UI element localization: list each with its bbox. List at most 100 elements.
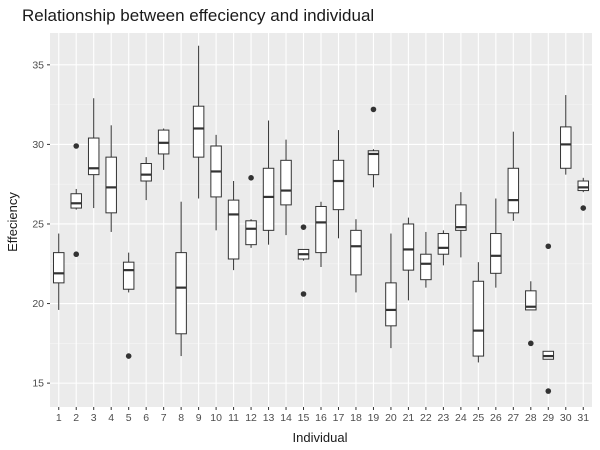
x-tick-label: 2 — [73, 412, 79, 424]
box-group — [245, 175, 257, 248]
box — [367, 150, 380, 176]
box-group — [87, 98, 100, 209]
box-group — [157, 128, 170, 170]
x-tick-label: 11 — [228, 412, 239, 424]
x-tick-label: 12 — [245, 412, 257, 424]
box-group — [297, 224, 310, 297]
box-group — [560, 95, 572, 175]
x-tick-label: 18 — [350, 412, 362, 424]
x-tick-label: 15 — [298, 412, 310, 424]
box — [472, 280, 485, 357]
box-group — [280, 139, 292, 236]
box — [315, 205, 327, 254]
box-group — [472, 262, 485, 363]
box — [402, 223, 415, 271]
x-tick-label: 20 — [385, 412, 397, 424]
x-tick-label: 14 — [280, 412, 292, 424]
box-group — [210, 134, 222, 231]
box-group — [122, 252, 135, 359]
x-tick-label: 31 — [577, 412, 589, 424]
box-group — [507, 131, 520, 221]
outlier-point — [580, 205, 587, 211]
box-group — [262, 120, 275, 245]
outlier-point — [300, 291, 307, 297]
box-group — [140, 157, 152, 201]
x-tick-label: 10 — [210, 412, 222, 424]
outlier-point — [73, 143, 80, 149]
outlier-point — [73, 251, 80, 258]
x-tick-label: 22 — [420, 412, 432, 424]
x-tick-label: 9 — [196, 412, 202, 424]
x-tick-label: 19 — [368, 412, 380, 424]
box — [385, 282, 397, 327]
y-tick-label: 15 — [32, 378, 44, 390]
boxes-layer — [52, 45, 590, 394]
x-tick-label: 16 — [315, 412, 327, 424]
box — [280, 159, 292, 206]
box-group — [420, 231, 432, 288]
box-group — [70, 143, 82, 258]
box — [140, 163, 152, 182]
box — [437, 233, 450, 255]
box-group — [490, 198, 502, 288]
y-tick-label: 20 — [32, 298, 44, 310]
y-axis: 15 20 25 30 35 — [32, 59, 50, 390]
x-tick-label: 30 — [560, 412, 572, 424]
box — [175, 252, 187, 335]
chart-title: Relationship between effeciency and indi… — [22, 6, 374, 25]
x-tick-label: 3 — [91, 412, 97, 424]
x-tick-label: 26 — [490, 412, 502, 424]
x-tick-label: 4 — [108, 412, 114, 424]
box — [192, 105, 205, 158]
box — [122, 261, 135, 290]
x-tick-label: 28 — [525, 412, 537, 424]
box — [560, 126, 572, 169]
box — [227, 199, 240, 260]
box-group — [542, 243, 555, 394]
box-group — [367, 106, 380, 188]
y-tick-label: 30 — [32, 139, 44, 151]
box-group — [52, 233, 65, 310]
box — [52, 252, 65, 284]
y-tick-label: 35 — [32, 59, 44, 71]
box-group — [455, 192, 467, 258]
box-group — [350, 219, 362, 293]
x-tick-label: 5 — [126, 412, 132, 424]
outlier-point — [248, 175, 254, 181]
box — [70, 193, 82, 209]
x-tick-label: 6 — [143, 412, 149, 424]
x-tick-label: 24 — [455, 412, 467, 424]
box — [332, 159, 345, 211]
box-group — [192, 45, 205, 199]
box — [245, 220, 257, 246]
box-group — [525, 281, 537, 347]
box — [577, 180, 590, 192]
y-axis-title: Effeciency — [5, 192, 20, 252]
x-tick-label: 27 — [507, 412, 519, 424]
x-tick-label: 23 — [438, 412, 450, 424]
x-tick-label: 1 — [56, 412, 62, 424]
y-tick-label: 25 — [32, 218, 44, 230]
box-group — [577, 177, 590, 211]
outlier-point — [545, 243, 552, 250]
box-group — [402, 217, 415, 301]
outlier-point — [528, 340, 534, 347]
outlier-point — [300, 224, 307, 230]
box-group — [437, 230, 450, 266]
x-tick-label: 29 — [542, 412, 554, 424]
outlier-point — [545, 388, 552, 394]
x-tick-label: 25 — [473, 412, 485, 424]
x-axis: 1 2 3 4 5 6 7 8 9 10 11 12 13 14 15 16 17 18 19 20 21 22 23 24 2… — [56, 407, 589, 424]
x-axis-title: Individual — [293, 430, 348, 445]
outlier-point — [370, 106, 377, 113]
x-tick-label: 13 — [263, 412, 275, 424]
box-group — [315, 201, 327, 267]
box — [262, 167, 275, 231]
box-group — [227, 181, 240, 271]
box — [420, 253, 432, 281]
x-tick-label: 21 — [403, 412, 415, 424]
box — [350, 229, 362, 276]
box — [507, 167, 520, 214]
